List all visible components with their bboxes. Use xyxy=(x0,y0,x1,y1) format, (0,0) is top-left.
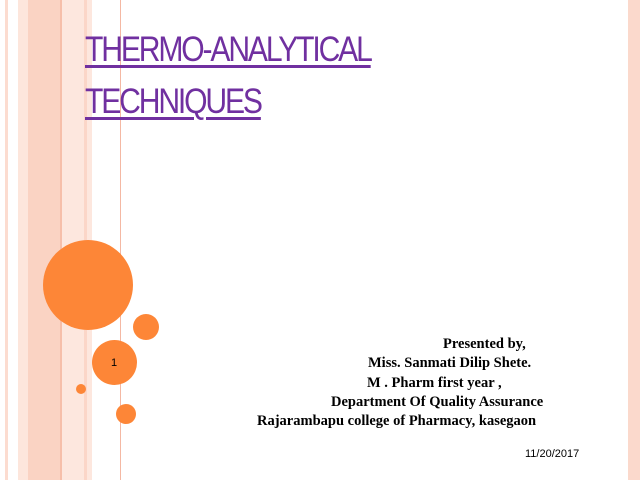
tiny-circle-decoration xyxy=(76,384,86,394)
page-number-circle xyxy=(92,340,137,385)
small-circle-decoration-bottom xyxy=(116,404,136,424)
page-number: 1 xyxy=(110,357,118,369)
title-line-2: TECHNIQUES xyxy=(85,82,263,121)
presenter-college: Rajarambapu college of Pharmacy, kasegao… xyxy=(257,413,537,429)
right-decorative-stripe xyxy=(628,0,640,480)
presented-by-label: Presented by, xyxy=(443,336,526,352)
presenter-program: M . Pharm first year , xyxy=(367,375,502,391)
presenter-name: Miss. Sanmati Dilip Shete. xyxy=(368,355,532,371)
slide-date: 11/20/2017 xyxy=(525,448,580,460)
large-circle-decoration xyxy=(43,240,133,330)
presenter-department: Department Of Quality Assurance xyxy=(331,394,544,410)
small-circle-decoration xyxy=(133,314,159,340)
title-line-1: THERMO-ANALYTICAL xyxy=(85,30,373,69)
